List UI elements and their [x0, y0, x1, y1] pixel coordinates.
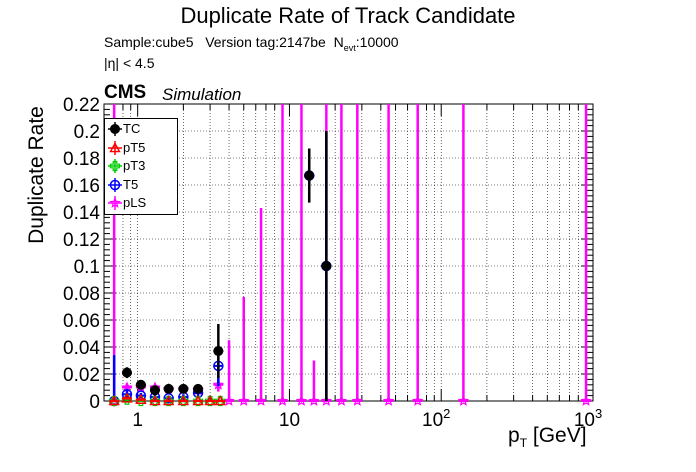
point-pls	[308, 394, 320, 406]
point-pt5	[192, 395, 204, 406]
point-pls	[212, 378, 225, 390]
legend-marker-pt5	[108, 140, 122, 155]
y-tick-label: 0.14	[63, 203, 100, 224]
x-tick-label: 10	[279, 410, 300, 431]
legend-item-t5: T5	[105, 176, 177, 194]
legend-marker-tc	[108, 122, 122, 136]
legend-marker-t5	[108, 177, 122, 192]
y-tick-label: 0	[89, 392, 100, 413]
nevt-sub: evt	[343, 42, 356, 53]
point-pt5	[121, 392, 133, 403]
point-pls	[255, 394, 267, 406]
y-tick-label: 0.2	[74, 122, 100, 143]
legend-label: T5	[123, 176, 139, 192]
series-pt5	[108, 392, 226, 406]
x-axis-label-unit: [GeV]	[532, 424, 587, 447]
point-tc	[213, 346, 224, 357]
sample-info: Sample:cube5 Version tag:2147be Nevt:100…	[104, 34, 399, 53]
point-tc	[193, 383, 204, 394]
point-tc	[163, 383, 174, 394]
point-pls	[223, 394, 235, 406]
series-pls	[108, 104, 592, 406]
point-pt5	[177, 395, 190, 406]
legend: TC pT5 pT3 T5 pLS	[104, 118, 178, 215]
point-pt5	[162, 395, 175, 406]
y-tick-label: 0.1	[74, 257, 100, 278]
eta-cut-label: |η| < 4.5	[104, 55, 155, 71]
version-label: Version tag:2147be	[205, 34, 326, 50]
y-tick-label: 0.02	[63, 365, 100, 386]
point-pls	[276, 394, 289, 406]
x-tick-label: 103	[574, 406, 602, 431]
point-tc	[304, 170, 315, 181]
nevt-label: N	[333, 34, 344, 50]
legend-symbol	[109, 160, 121, 172]
x-axis-label-main: p	[508, 424, 520, 447]
y-tick-label: 0.06	[63, 311, 100, 332]
point-tc	[135, 379, 146, 390]
legend-symbol	[109, 179, 121, 190]
point-pls	[295, 394, 308, 406]
y-tick-label: 0.08	[63, 284, 100, 305]
series-tc	[121, 131, 332, 401]
point-pls	[320, 394, 333, 406]
sample-label: Sample:cube5	[104, 34, 194, 50]
y-tick-label: 0.16	[63, 176, 100, 197]
point-tc	[178, 383, 189, 394]
legend-symbol	[109, 196, 121, 208]
point-pt5	[214, 395, 226, 406]
point-pls	[382, 394, 395, 406]
legend-label: pT3	[123, 158, 146, 173]
x-tick-label: 1	[132, 410, 143, 431]
plot-frame	[103, 103, 594, 402]
point-pls	[351, 394, 364, 406]
x-tick-label: 102	[422, 406, 450, 431]
chart-title: Duplicate Rate of Track Candidate	[180, 3, 516, 28]
y-tick-label: 0.12	[63, 230, 100, 251]
cms-label: CMS	[104, 82, 147, 103]
legend-marker-pls	[108, 196, 122, 210]
point-tc	[149, 385, 160, 396]
simulation-label: Simulation	[162, 85, 242, 104]
legend-marker-pt3	[108, 159, 122, 173]
point-pt5	[135, 393, 147, 404]
legend-label: pT5	[123, 139, 146, 155]
x-axis-label-sub: T	[519, 436, 528, 451]
point-tc	[321, 261, 332, 271]
point-tc	[121, 367, 132, 378]
x-axis-label: pT [GeV]	[508, 424, 587, 450]
y-axis-label: Duplicate Rate	[25, 106, 48, 244]
point-pt5	[149, 395, 161, 406]
legend-label: pLS	[123, 195, 147, 210]
point-pls	[580, 394, 592, 406]
legend-item-pls: pLS	[105, 194, 177, 212]
legend-symbol	[109, 141, 121, 152]
y-tick-label: 0.22	[63, 95, 100, 116]
point-pt5	[204, 395, 216, 406]
legend-item-pt3: pT3	[105, 157, 177, 175]
point-pls	[335, 394, 348, 406]
y-tick-label: 0.04	[63, 338, 100, 359]
legend-item-pt5: pT5	[105, 139, 177, 157]
point-pls	[238, 394, 250, 406]
point-pt5	[108, 395, 120, 406]
legend-label: TC	[123, 121, 141, 136]
legend-item-tc: TC	[105, 120, 177, 138]
y-tick-label: 0.18	[63, 149, 100, 170]
point-pls	[411, 394, 424, 406]
point-pls	[457, 394, 470, 406]
legend-symbol	[110, 124, 120, 134]
nevt-value: :10000	[355, 34, 399, 50]
